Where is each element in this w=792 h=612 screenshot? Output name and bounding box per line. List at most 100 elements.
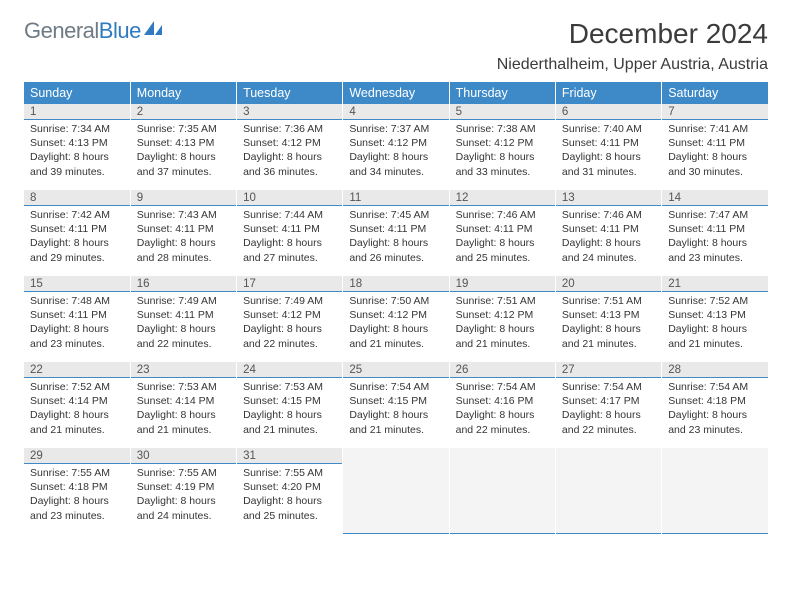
day-number: 9: [131, 190, 236, 206]
day-number: 4: [343, 104, 448, 120]
day-details: Sunrise: 7:52 AMSunset: 4:13 PMDaylight:…: [662, 292, 768, 353]
day-number: 21: [662, 276, 768, 292]
weekday-header: Monday: [130, 82, 236, 104]
day-number: 27: [556, 362, 661, 378]
calendar-day: 22Sunrise: 7:52 AMSunset: 4:14 PMDayligh…: [24, 362, 130, 448]
day-number: 8: [24, 190, 130, 206]
day-number: 14: [662, 190, 768, 206]
day-number: 20: [556, 276, 661, 292]
calendar-day: 16Sunrise: 7:49 AMSunset: 4:11 PMDayligh…: [130, 276, 236, 362]
day-details: Sunrise: 7:53 AMSunset: 4:14 PMDaylight:…: [131, 378, 236, 439]
calendar-day: 5Sunrise: 7:38 AMSunset: 4:12 PMDaylight…: [449, 104, 555, 190]
calendar-day: 23Sunrise: 7:53 AMSunset: 4:14 PMDayligh…: [130, 362, 236, 448]
calendar-week: 1Sunrise: 7:34 AMSunset: 4:13 PMDaylight…: [24, 104, 768, 190]
calendar-week: 29Sunrise: 7:55 AMSunset: 4:18 PMDayligh…: [24, 448, 768, 534]
calendar-body: 1Sunrise: 7:34 AMSunset: 4:13 PMDaylight…: [24, 104, 768, 534]
day-number: 10: [237, 190, 342, 206]
day-number: 19: [450, 276, 555, 292]
weekday-header: Friday: [555, 82, 661, 104]
calendar-day: 19Sunrise: 7:51 AMSunset: 4:12 PMDayligh…: [449, 276, 555, 362]
calendar-day: 13Sunrise: 7:46 AMSunset: 4:11 PMDayligh…: [555, 190, 661, 276]
day-number: 7: [662, 104, 768, 120]
calendar-head: SundayMondayTuesdayWednesdayThursdayFrid…: [24, 82, 768, 104]
calendar-day: 1Sunrise: 7:34 AMSunset: 4:13 PMDaylight…: [24, 104, 130, 190]
weekday-header: Thursday: [449, 82, 555, 104]
day-number: 6: [556, 104, 661, 120]
calendar-week: 22Sunrise: 7:52 AMSunset: 4:14 PMDayligh…: [24, 362, 768, 448]
day-number: 15: [24, 276, 130, 292]
calendar-day: 15Sunrise: 7:48 AMSunset: 4:11 PMDayligh…: [24, 276, 130, 362]
day-number: 28: [662, 362, 768, 378]
day-details: Sunrise: 7:51 AMSunset: 4:13 PMDaylight:…: [556, 292, 661, 353]
day-number: 12: [450, 190, 555, 206]
day-number: 29: [24, 448, 130, 464]
calendar-day: 2Sunrise: 7:35 AMSunset: 4:13 PMDaylight…: [130, 104, 236, 190]
weekday-header: Tuesday: [237, 82, 343, 104]
calendar-day: 3Sunrise: 7:36 AMSunset: 4:12 PMDaylight…: [237, 104, 343, 190]
day-details: Sunrise: 7:49 AMSunset: 4:11 PMDaylight:…: [131, 292, 236, 353]
day-details: Sunrise: 7:55 AMSunset: 4:18 PMDaylight:…: [24, 464, 130, 525]
day-number: 17: [237, 276, 342, 292]
calendar-day: 18Sunrise: 7:50 AMSunset: 4:12 PMDayligh…: [343, 276, 449, 362]
day-details: Sunrise: 7:35 AMSunset: 4:13 PMDaylight:…: [131, 120, 236, 181]
empty-day: [556, 448, 661, 534]
day-details: Sunrise: 7:54 AMSunset: 4:17 PMDaylight:…: [556, 378, 661, 439]
day-number: 31: [237, 448, 342, 464]
empty-day: [343, 448, 448, 534]
day-details: Sunrise: 7:46 AMSunset: 4:11 PMDaylight:…: [450, 206, 555, 267]
empty-day: [450, 448, 555, 534]
day-details: Sunrise: 7:49 AMSunset: 4:12 PMDaylight:…: [237, 292, 342, 353]
day-details: Sunrise: 7:34 AMSunset: 4:13 PMDaylight:…: [24, 120, 130, 181]
calendar-day: 12Sunrise: 7:46 AMSunset: 4:11 PMDayligh…: [449, 190, 555, 276]
calendar-day: 17Sunrise: 7:49 AMSunset: 4:12 PMDayligh…: [237, 276, 343, 362]
day-details: Sunrise: 7:54 AMSunset: 4:16 PMDaylight:…: [450, 378, 555, 439]
day-number: 22: [24, 362, 130, 378]
day-details: Sunrise: 7:55 AMSunset: 4:19 PMDaylight:…: [131, 464, 236, 525]
day-details: Sunrise: 7:37 AMSunset: 4:12 PMDaylight:…: [343, 120, 448, 181]
calendar-day: 9Sunrise: 7:43 AMSunset: 4:11 PMDaylight…: [130, 190, 236, 276]
day-details: Sunrise: 7:52 AMSunset: 4:14 PMDaylight:…: [24, 378, 130, 439]
brand-part1: General: [24, 18, 99, 44]
day-number: 16: [131, 276, 236, 292]
calendar-day: 6Sunrise: 7:40 AMSunset: 4:11 PMDaylight…: [555, 104, 661, 190]
weekday-header: Sunday: [24, 82, 130, 104]
day-number: 23: [131, 362, 236, 378]
calendar-day: 31Sunrise: 7:55 AMSunset: 4:20 PMDayligh…: [237, 448, 343, 534]
day-details: Sunrise: 7:50 AMSunset: 4:12 PMDaylight:…: [343, 292, 448, 353]
sail-icon: [144, 16, 166, 42]
day-number: 13: [556, 190, 661, 206]
day-number: 2: [131, 104, 236, 120]
day-number: 30: [131, 448, 236, 464]
calendar-week: 15Sunrise: 7:48 AMSunset: 4:11 PMDayligh…: [24, 276, 768, 362]
day-number: 3: [237, 104, 342, 120]
location: Niederthalheim, Upper Austria, Austria: [497, 56, 768, 74]
calendar-day: 30Sunrise: 7:55 AMSunset: 4:19 PMDayligh…: [130, 448, 236, 534]
calendar-day: 21Sunrise: 7:52 AMSunset: 4:13 PMDayligh…: [662, 276, 768, 362]
weekday-header: Saturday: [662, 82, 768, 104]
calendar-day: 27Sunrise: 7:54 AMSunset: 4:17 PMDayligh…: [555, 362, 661, 448]
calendar-day: 11Sunrise: 7:45 AMSunset: 4:11 PMDayligh…: [343, 190, 449, 276]
calendar-day: 7Sunrise: 7:41 AMSunset: 4:11 PMDaylight…: [662, 104, 768, 190]
empty-day: [662, 448, 768, 534]
calendar-day: 26Sunrise: 7:54 AMSunset: 4:16 PMDayligh…: [449, 362, 555, 448]
calendar-day: 24Sunrise: 7:53 AMSunset: 4:15 PMDayligh…: [237, 362, 343, 448]
day-details: Sunrise: 7:54 AMSunset: 4:15 PMDaylight:…: [343, 378, 448, 439]
day-details: Sunrise: 7:47 AMSunset: 4:11 PMDaylight:…: [662, 206, 768, 267]
day-number: 25: [343, 362, 448, 378]
day-details: Sunrise: 7:42 AMSunset: 4:11 PMDaylight:…: [24, 206, 130, 267]
title-block: December 2024 Niederthalheim, Upper Aust…: [497, 18, 768, 80]
day-number: 26: [450, 362, 555, 378]
month-title: December 2024: [497, 18, 768, 50]
day-details: Sunrise: 7:43 AMSunset: 4:11 PMDaylight:…: [131, 206, 236, 267]
calendar-day: 29Sunrise: 7:55 AMSunset: 4:18 PMDayligh…: [24, 448, 130, 534]
day-details: Sunrise: 7:51 AMSunset: 4:12 PMDaylight:…: [450, 292, 555, 353]
day-details: Sunrise: 7:44 AMSunset: 4:11 PMDaylight:…: [237, 206, 342, 267]
calendar-table: SundayMondayTuesdayWednesdayThursdayFrid…: [24, 82, 768, 534]
day-details: Sunrise: 7:54 AMSunset: 4:18 PMDaylight:…: [662, 378, 768, 439]
day-details: Sunrise: 7:55 AMSunset: 4:20 PMDaylight:…: [237, 464, 342, 525]
calendar-week: 8Sunrise: 7:42 AMSunset: 4:11 PMDaylight…: [24, 190, 768, 276]
calendar-day: 4Sunrise: 7:37 AMSunset: 4:12 PMDaylight…: [343, 104, 449, 190]
weekday-header: Wednesday: [343, 82, 449, 104]
day-details: Sunrise: 7:48 AMSunset: 4:11 PMDaylight:…: [24, 292, 130, 353]
day-details: Sunrise: 7:36 AMSunset: 4:12 PMDaylight:…: [237, 120, 342, 181]
